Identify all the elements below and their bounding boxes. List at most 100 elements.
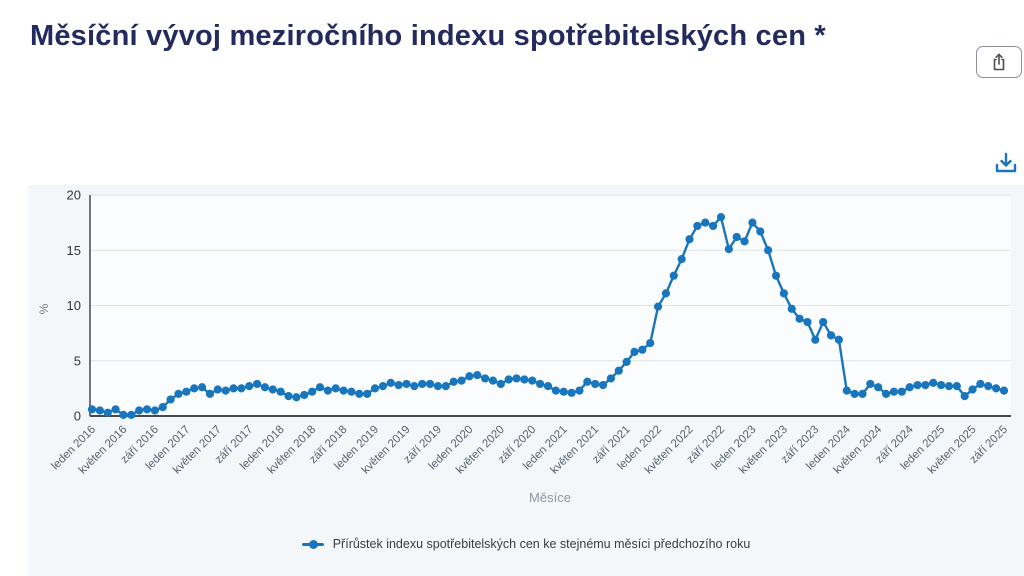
data-point[interactable] [795, 314, 804, 323]
data-point[interactable] [787, 304, 796, 313]
data-point[interactable] [685, 235, 694, 244]
data-point[interactable] [992, 384, 1001, 393]
data-point[interactable] [504, 375, 513, 384]
data-point[interactable] [308, 387, 317, 396]
data-point[interactable] [575, 386, 584, 395]
data-point[interactable] [913, 380, 922, 390]
data-point[interactable] [858, 389, 867, 398]
data-point[interactable] [551, 386, 560, 395]
data-point[interactable] [166, 395, 175, 404]
data-point[interactable] [331, 384, 340, 393]
data-point[interactable] [661, 289, 671, 298]
data-point[interactable] [394, 380, 403, 390]
data-point[interactable] [771, 271, 781, 280]
data-point[interactable] [237, 384, 246, 393]
data-point[interactable] [929, 378, 938, 387]
data-point[interactable] [496, 379, 505, 389]
data-point[interactable] [410, 382, 419, 391]
data-point[interactable] [512, 374, 521, 383]
data-point[interactable] [591, 379, 600, 389]
data-point[interactable] [95, 406, 104, 415]
data-point[interactable] [748, 218, 757, 227]
data-point[interactable] [976, 379, 985, 389]
data-point[interactable] [135, 406, 144, 415]
data-point[interactable] [260, 383, 270, 392]
data-point[interactable] [386, 378, 395, 387]
data-point[interactable] [284, 392, 293, 401]
data-point[interactable] [701, 218, 710, 227]
data-point[interactable] [984, 382, 993, 391]
download-button[interactable] [993, 151, 1019, 174]
data-point[interactable] [740, 237, 749, 246]
data-point[interactable] [834, 335, 844, 344]
data-point[interactable] [944, 382, 954, 391]
data-point[interactable] [127, 410, 136, 419]
data-point[interactable] [952, 382, 961, 391]
data-point[interactable] [897, 387, 906, 396]
data-point[interactable] [606, 374, 616, 383]
data-point[interactable] [732, 232, 741, 242]
data-point[interactable] [363, 389, 372, 398]
data-point[interactable] [142, 405, 152, 414]
data-point[interactable] [355, 389, 364, 398]
data-point[interactable] [622, 357, 631, 366]
data-point[interactable] [968, 385, 977, 394]
data-point[interactable] [347, 387, 356, 396]
data-point[interactable] [488, 376, 498, 385]
data-point[interactable] [425, 379, 435, 389]
data-point[interactable] [520, 375, 529, 384]
share-button[interactable] [976, 46, 1022, 78]
data-point[interactable] [190, 384, 199, 393]
data-point[interactable] [693, 221, 702, 231]
data-point[interactable] [724, 245, 733, 254]
data-point[interactable] [323, 386, 332, 395]
data-point[interactable] [716, 213, 726, 222]
data-point[interactable] [677, 254, 686, 264]
data-point[interactable] [826, 331, 836, 340]
data-point[interactable] [803, 317, 812, 327]
data-point[interactable] [229, 384, 238, 393]
data-point[interactable] [292, 393, 301, 402]
data-point[interactable] [630, 347, 639, 357]
data-point[interactable] [158, 403, 167, 412]
data-point[interactable] [850, 389, 859, 398]
legend[interactable]: Přírůstek indexu spotřebitelských cen ke… [28, 537, 1024, 551]
data-point[interactable] [764, 246, 773, 255]
data-point[interactable] [937, 380, 946, 390]
data-series[interactable] [87, 213, 1009, 419]
data-point[interactable] [449, 377, 458, 386]
data-point[interactable] [921, 380, 930, 390]
data-point[interactable] [614, 366, 623, 375]
data-point[interactable] [174, 389, 183, 398]
data-point[interactable] [197, 383, 207, 392]
data-point[interactable] [111, 405, 120, 414]
data-point[interactable] [441, 382, 450, 391]
data-point[interactable] [960, 392, 969, 401]
data-point[interactable] [779, 289, 788, 298]
data-point[interactable] [473, 371, 482, 380]
data-point[interactable] [889, 387, 899, 396]
data-point[interactable] [433, 382, 443, 391]
data-point[interactable] [567, 388, 576, 397]
data-point[interactable] [119, 410, 128, 419]
data-point[interactable] [811, 335, 820, 344]
data-point[interactable] [653, 302, 663, 311]
data-point[interactable] [457, 376, 466, 385]
data-point[interactable] [150, 406, 159, 415]
data-point[interactable] [999, 386, 1009, 395]
data-point[interactable] [182, 387, 191, 396]
data-point[interactable] [756, 227, 765, 236]
data-point[interactable] [276, 387, 285, 396]
data-point[interactable] [905, 383, 914, 392]
data-point[interactable] [402, 379, 411, 389]
data-point[interactable] [213, 385, 222, 394]
data-point[interactable] [339, 386, 348, 395]
data-point[interactable] [378, 382, 387, 391]
data-point[interactable] [268, 385, 277, 394]
data-point[interactable] [245, 382, 254, 391]
data-point[interactable] [559, 387, 568, 396]
data-point[interactable] [103, 408, 112, 417]
data-point[interactable] [300, 390, 309, 400]
data-point[interactable] [315, 383, 325, 392]
